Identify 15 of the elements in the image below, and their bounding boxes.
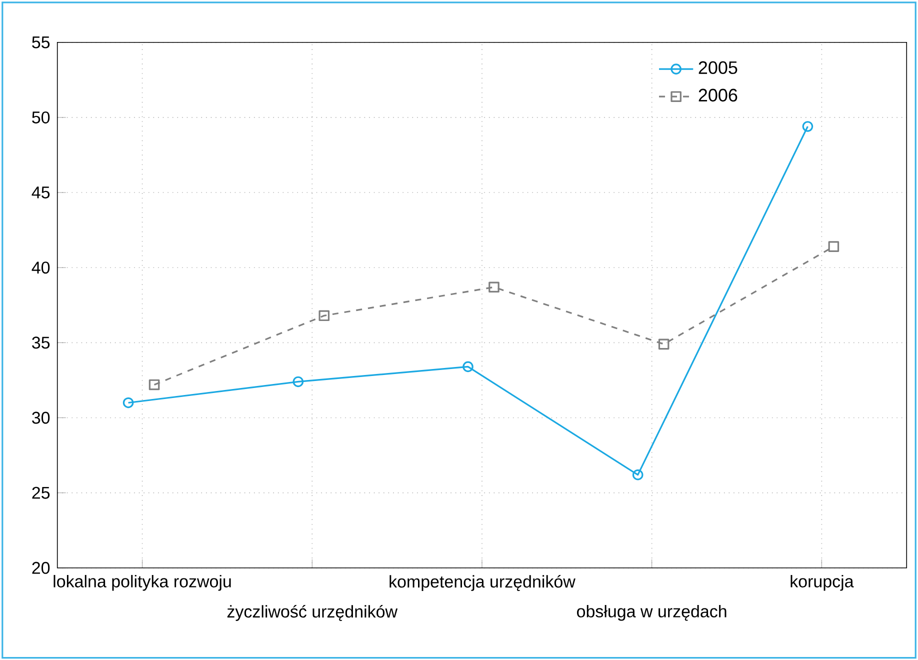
x-tick-label: życzliwość urzędników [227, 604, 398, 621]
x-tick-label: obsługa w urzędach [577, 604, 726, 621]
y-tick-label: 35 [32, 336, 50, 349]
x-tick-label: kompetencja urzędników [390, 574, 576, 591]
y-tick-label: 40 [32, 261, 50, 274]
y-tick-label: 25 [32, 486, 50, 499]
y-tick-label: 20 [32, 562, 50, 574]
x-tick-label: korupcja [790, 574, 854, 591]
legend-label: 2006 [698, 88, 738, 102]
legend-label: 2005 [698, 61, 738, 74]
y-tick-label: 50 [32, 111, 50, 124]
x-tick-label: lokalna polityka rozwoju [54, 574, 231, 591]
y-tick-label: 45 [32, 186, 50, 198]
y-tick-label: 30 [32, 412, 50, 424]
y-tick-label: 55 [32, 36, 50, 48]
